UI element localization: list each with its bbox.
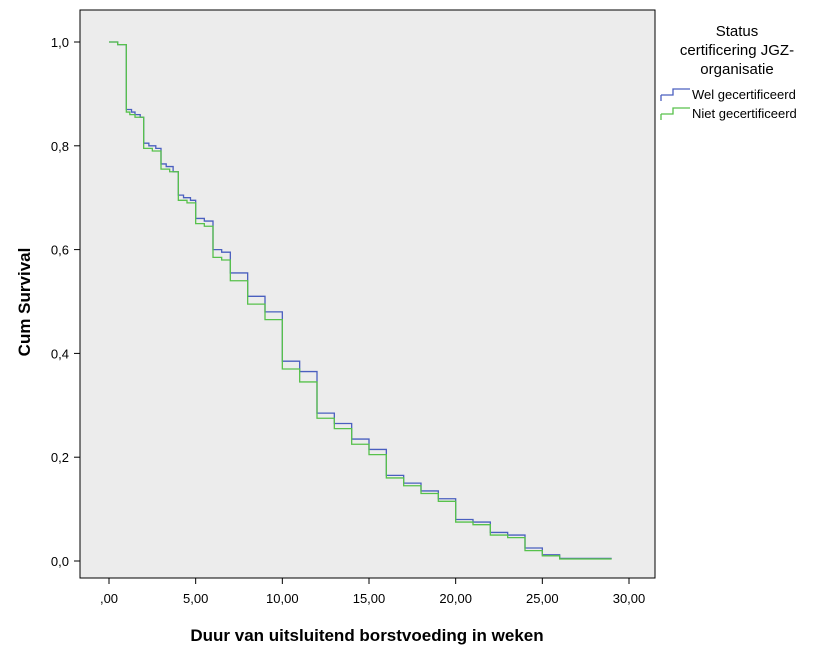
x-tick-label: 25,00 <box>526 591 559 606</box>
series-line-1 <box>109 41 612 560</box>
y-tick-label: 1,0 <box>51 35 69 50</box>
x-tick-label: ,00 <box>100 591 118 606</box>
legend: Status certificering JGZ- organisatie We… <box>660 23 797 121</box>
x-tick-label: 15,00 <box>353 591 386 606</box>
y-tick-label: 0,4 <box>51 346 69 361</box>
legend-label-0: Wel gecertificeerd <box>692 87 796 102</box>
y-axis: 0,0 0,2 0,4 0,6 0,8 1,0 <box>51 35 80 569</box>
y-tick-label: 0,0 <box>51 554 69 569</box>
x-tick-label: 5,00 <box>183 591 208 606</box>
x-tick-label: 30,00 <box>613 591 646 606</box>
legend-entries: Wel gecertificeerd Niet gecertificeerd <box>660 87 797 121</box>
legend-swatch-0 <box>660 88 690 101</box>
x-tick-label: 20,00 <box>439 591 472 606</box>
legend-label-1: Niet gecertificeerd <box>692 106 797 121</box>
y-axis-title: Cum Survival <box>15 248 34 357</box>
plot-area <box>79 9 656 579</box>
legend-title-line-2: certificering JGZ- <box>680 42 794 59</box>
legend-title-line-3: organisatie <box>700 61 773 78</box>
y-tick-label: 0,2 <box>51 450 69 465</box>
series-lines <box>109 41 612 560</box>
x-axis: ,00 5,00 10,00 15,00 20,00 25,00 30,00 <box>100 578 645 606</box>
legend-swatch-1 <box>660 107 690 120</box>
x-axis-title: Duur van uitsluitend borstvoeding in wek… <box>190 626 543 645</box>
x-tick-label: 10,00 <box>266 591 299 606</box>
y-tick-label: 0,6 <box>51 243 69 258</box>
legend-title-line-1: Status <box>716 23 759 40</box>
y-tick-label: 0,8 <box>51 139 69 154</box>
